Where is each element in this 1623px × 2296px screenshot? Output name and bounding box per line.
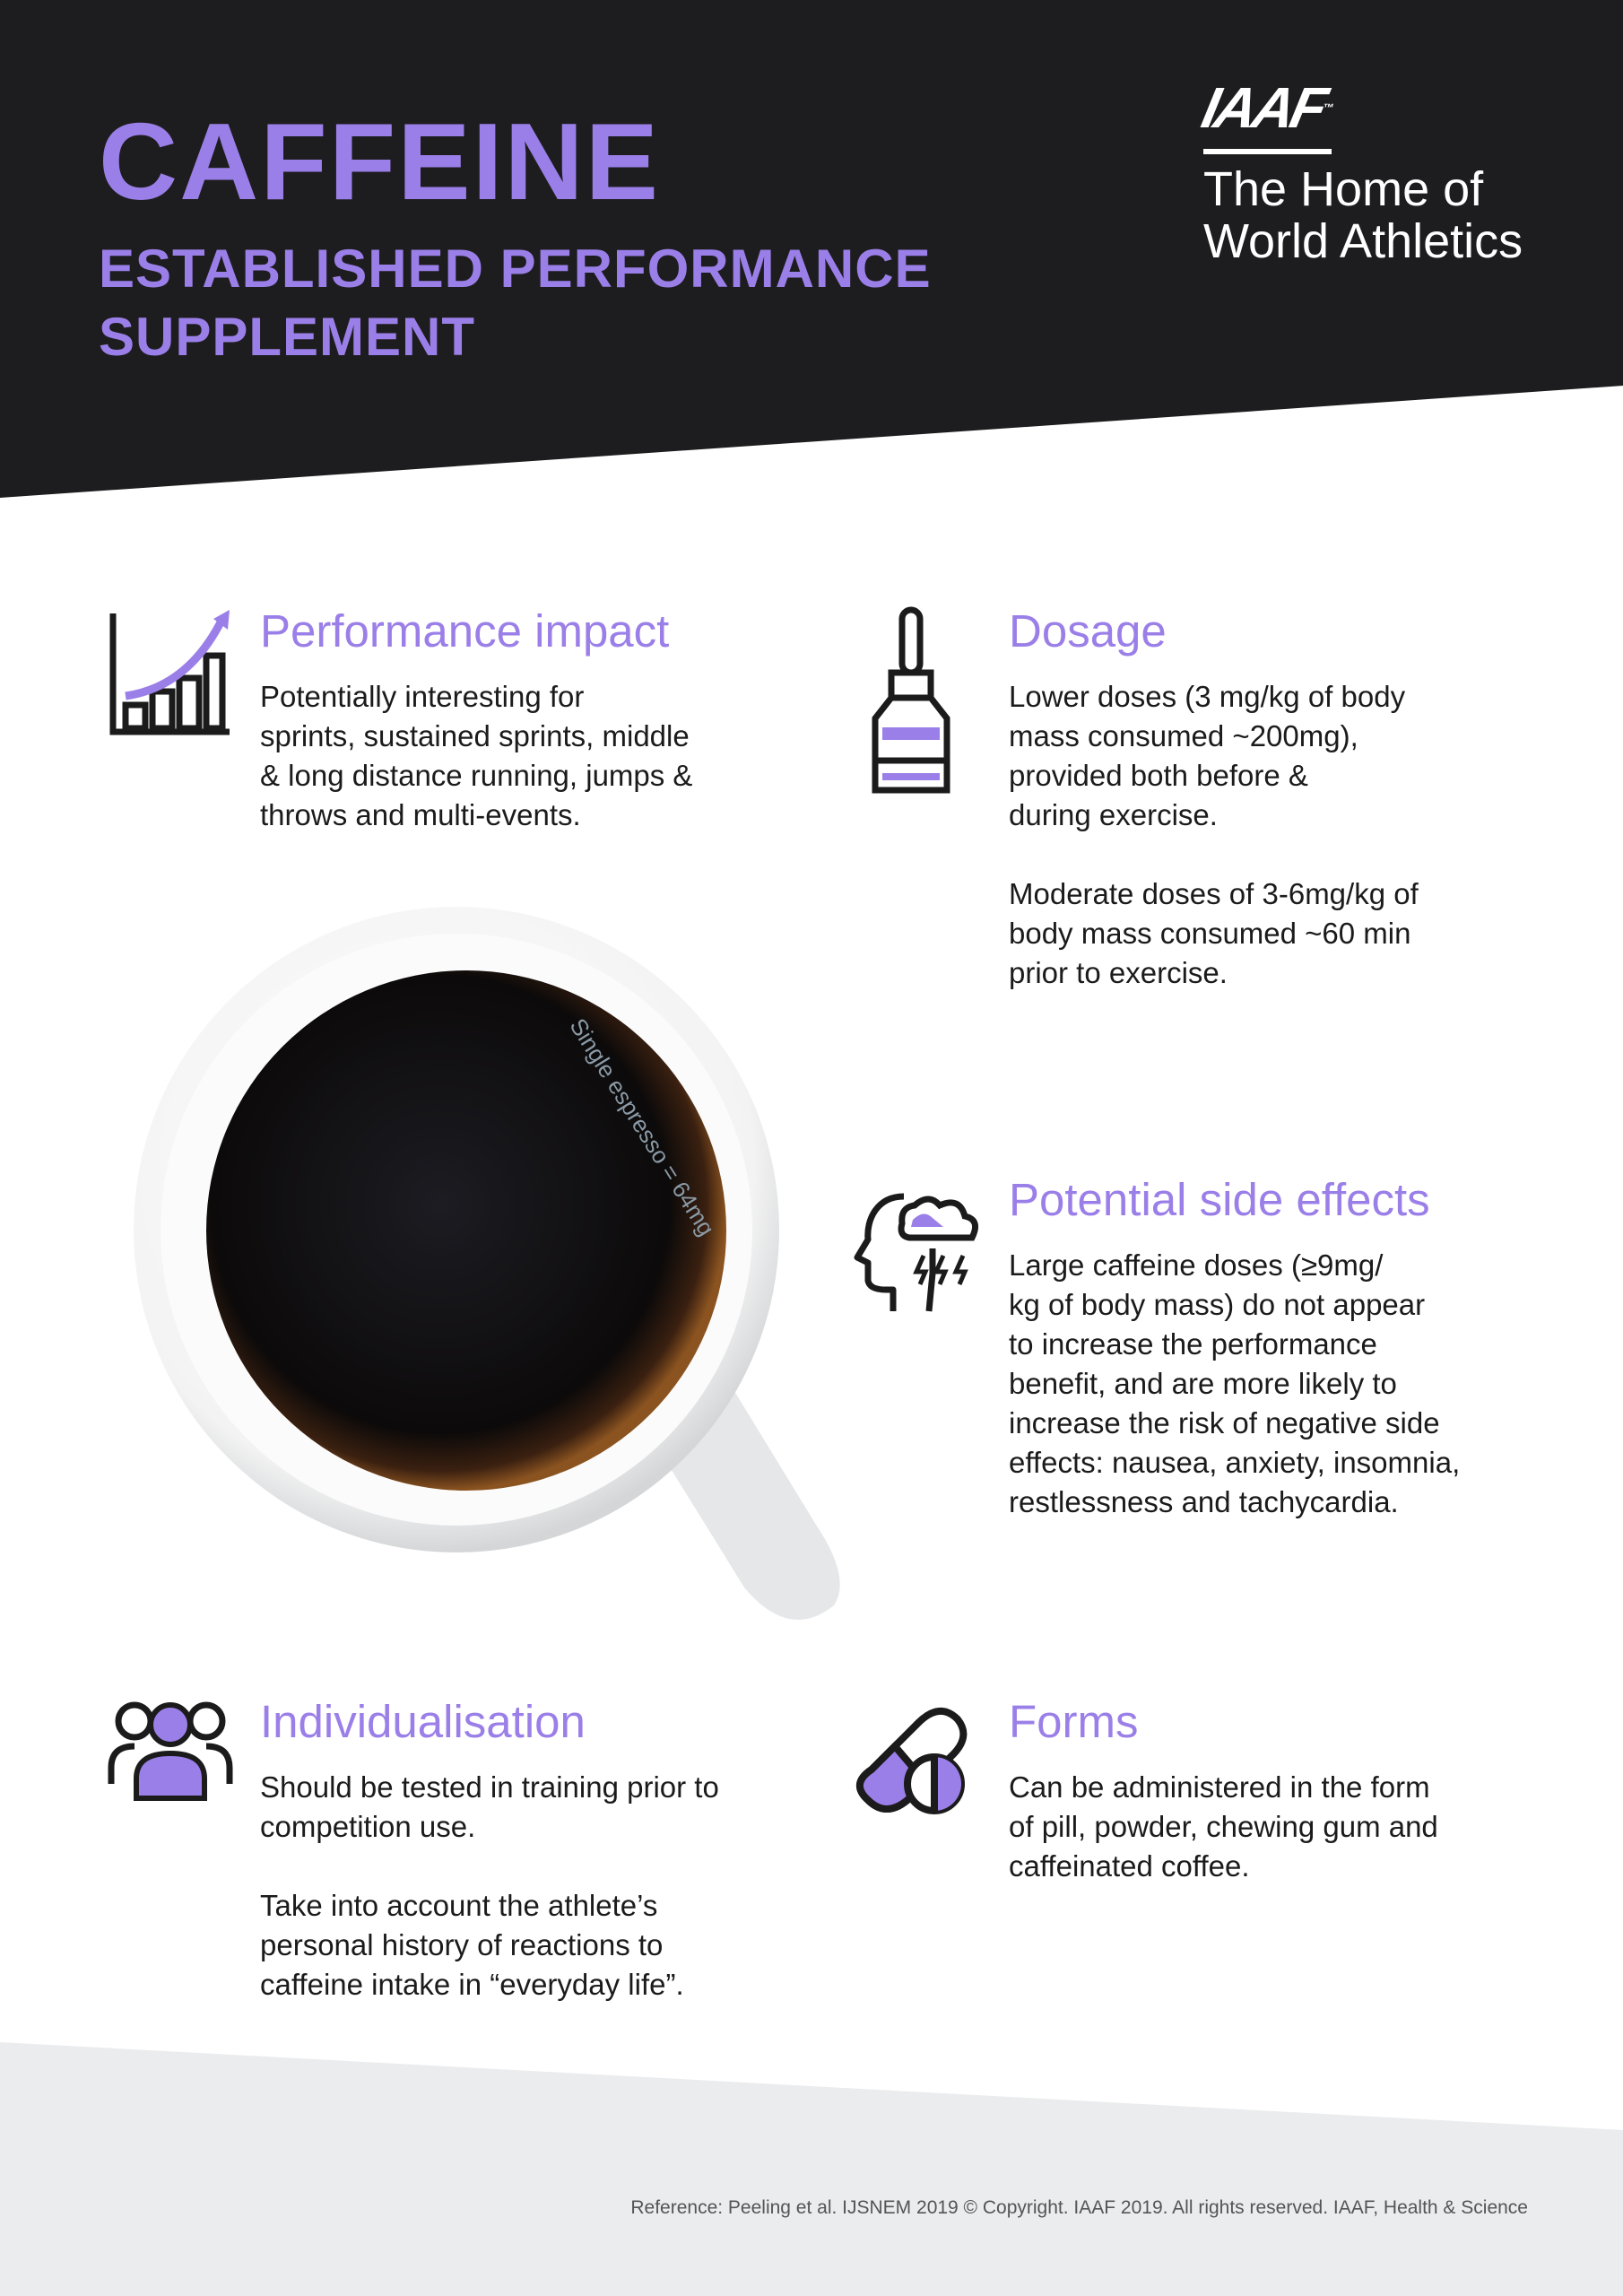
header-band bbox=[0, 0, 1623, 498]
section-forms: Forms Can be administered in the form of… bbox=[1009, 1695, 1583, 1886]
text-line: of pill, powder, chewing gum and bbox=[1009, 1810, 1438, 1843]
iaaf-logo: IAAF™ The Home of World Athletics bbox=[1196, 75, 1523, 267]
logo-tagline: The Home of World Athletics bbox=[1203, 163, 1523, 267]
text-line: increase the risk of negative side bbox=[1009, 1406, 1440, 1439]
section-heading: Forms bbox=[1009, 1696, 1139, 1747]
section-heading: Individualisation bbox=[260, 1696, 586, 1747]
section-heading: Potential side effects bbox=[1009, 1174, 1430, 1225]
text-line: prior to exercise. bbox=[1009, 956, 1228, 989]
text-line: caffeinated coffee. bbox=[1009, 1849, 1250, 1883]
text-line: Moderate doses of 3-6mg/kg of bbox=[1009, 877, 1419, 910]
rising-bar-chart-icon bbox=[109, 610, 230, 735]
text-line: effects: nausea, anxiety, insomnia, bbox=[1009, 1446, 1461, 1479]
text-line: competition use. bbox=[260, 1810, 476, 1843]
text-line: & long distance running, jumps & bbox=[260, 759, 693, 792]
text-line: Lower doses (3 mg/kg of body bbox=[1009, 680, 1406, 713]
section-performance: Performance impact Potentially interesti… bbox=[260, 604, 780, 835]
people-group-icon bbox=[108, 1701, 233, 1801]
section-heading: Dosage bbox=[1009, 605, 1167, 657]
text-line: Take into account the athlete’s bbox=[260, 1889, 658, 1922]
logo-tm: ™ bbox=[1321, 101, 1335, 114]
logo-divider bbox=[1203, 149, 1332, 154]
text-line: Potentially interesting for bbox=[260, 680, 585, 713]
text-line: Can be administered in the form bbox=[1009, 1770, 1430, 1804]
text-line: mass consumed ~200mg), bbox=[1009, 719, 1358, 752]
coffee-cup-image bbox=[134, 907, 840, 1620]
text-line: Should be tested in training prior to bbox=[260, 1770, 719, 1804]
text-line: personal history of reactions to bbox=[260, 1928, 664, 1961]
page-subtitle: ESTABLISHED PERFORMANCE SUPPLEMENT bbox=[99, 235, 932, 371]
footer-band bbox=[0, 2042, 1623, 2296]
subtitle-line: ESTABLISHED PERFORMANCE bbox=[99, 239, 932, 299]
section-body: Large caffeine doses (≥9mg/ kg of body m… bbox=[1009, 1246, 1583, 1522]
section-individualisation: Individualisation Should be tested in tr… bbox=[260, 1695, 816, 2005]
text-line: body mass consumed ~60 min bbox=[1009, 917, 1411, 950]
head-storm-cloud-icon bbox=[854, 1193, 979, 1312]
tagline-line: The Home of bbox=[1203, 162, 1484, 216]
section-dosage: Dosage Lower doses (3 mg/kg of body mass… bbox=[1009, 604, 1565, 993]
text-line: during exercise. bbox=[1009, 798, 1218, 831]
tagline-line: World Athletics bbox=[1203, 214, 1523, 268]
section-body: Can be administered in the form of pill,… bbox=[1009, 1768, 1583, 1886]
text-line: to increase the performance bbox=[1009, 1327, 1377, 1361]
page-title: CAFFEINE bbox=[99, 100, 660, 222]
text-line: benefit, and are more likely to bbox=[1009, 1367, 1397, 1400]
logo-mark: IAAF bbox=[1196, 75, 1330, 140]
section-body: Potentially interesting for sprints, sus… bbox=[260, 677, 780, 835]
footer-reference: Reference: Peeling et al. IJSNEM 2019 © … bbox=[630, 2197, 1528, 2218]
section-heading: Performance impact bbox=[260, 605, 670, 657]
text-line: throws and multi-events. bbox=[260, 798, 581, 831]
section-body: Lower doses (3 mg/kg of body mass consum… bbox=[1009, 677, 1565, 993]
text-line: provided both before & bbox=[1009, 759, 1308, 792]
subtitle-line: SUPPLEMENT bbox=[99, 307, 476, 367]
text-line: sprints, sustained sprints, middle bbox=[260, 719, 690, 752]
section-body: Should be tested in training prior to co… bbox=[260, 1768, 816, 2005]
text-line: restlessness and tachycardia. bbox=[1009, 1485, 1399, 1518]
text-line: caffeine intake in “everyday life”. bbox=[260, 1968, 684, 2001]
dropper-bottle-icon bbox=[872, 606, 950, 794]
text-line: kg of body mass) do not appear bbox=[1009, 1288, 1426, 1321]
pill-capsule-icon bbox=[856, 1708, 968, 1814]
text-line: Large caffeine doses (≥9mg/ bbox=[1009, 1248, 1384, 1282]
section-side-effects: Potential side effects Large caffeine do… bbox=[1009, 1173, 1583, 1522]
